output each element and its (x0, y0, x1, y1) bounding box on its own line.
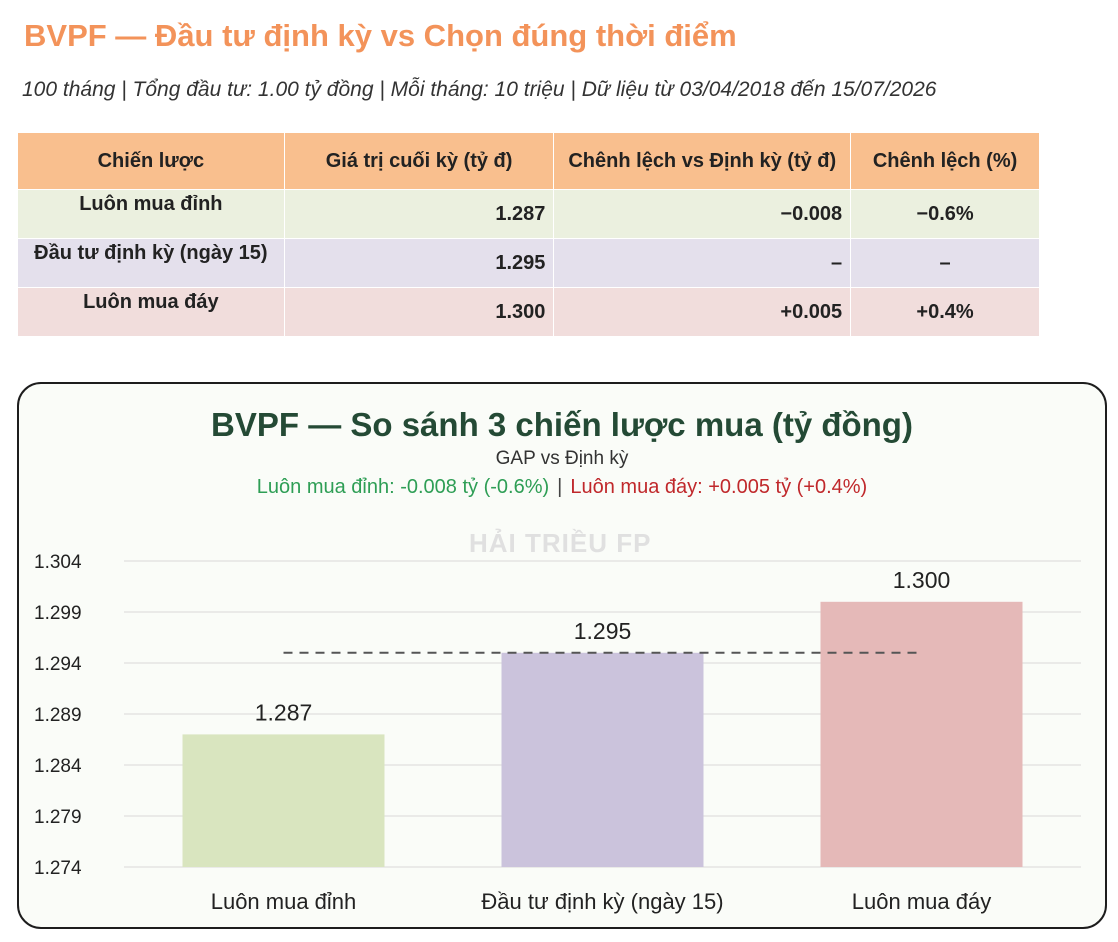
watermark: HẢI TRIỀU FP (469, 528, 652, 558)
gap-top-label: Luôn mua đỉnh: -0.008 tỷ (-0.6%) (256, 476, 550, 498)
cell-diff-percent: – (850, 238, 1040, 288)
y-tick-label: 1.294 (34, 654, 82, 675)
cell-strategy: Luôn mua đáy (17, 287, 285, 337)
cell-diff-value: −0.008 (553, 189, 852, 239)
x-tick-label: Luôn mua đỉnh (211, 889, 357, 914)
table-row: Luôn mua đáy 1.300 +0.005 +0.4% (17, 287, 1040, 337)
chart-subtitle: GAP vs Định kỳ (495, 448, 629, 469)
chart-card: BVPF — So sánh 3 chiến lược mua (tỷ đồng… (17, 382, 1107, 929)
cell-final-value: 1.287 (283, 189, 555, 239)
y-tick-label: 1.274 (34, 858, 82, 879)
cell-strategy: Đầu tư định kỳ (ngày 15) (17, 238, 285, 288)
gap-summary: Luôn mua đỉnh: -0.008 tỷ (-0.6%) | Luôn mu… (19, 476, 1105, 499)
y-tick-label: 1.279 (34, 807, 82, 828)
y-tick-label: 1.299 (34, 603, 82, 624)
cell-strategy: Luôn mua đỉnh (17, 189, 285, 239)
cell-diff-percent: +0.4% (850, 287, 1040, 337)
page-subtitle: 100 tháng | Tổng đầu tư: 1.00 tỷ đồng | … (22, 78, 937, 101)
y-tick-label: 1.289 (34, 705, 82, 726)
gap-separator: | (557, 476, 563, 498)
header-diff-percent: Chênh lệch (%) (850, 132, 1040, 190)
data-label: 1.295 (574, 618, 632, 644)
header-final-value: Giá trị cuối kỳ (tỷ đ) (283, 132, 555, 190)
header-diff-value: Chênh lệch vs Định kỳ (tỷ đ) (553, 132, 852, 190)
header-strategy: Chiến lược (17, 132, 285, 190)
y-tick-label: 1.304 (34, 552, 82, 573)
cell-final-value: 1.295 (283, 238, 555, 288)
table-header-row: Chiến lược Giá trị cuối kỳ (tỷ đ) Chênh … (17, 132, 1040, 190)
data-label: 1.300 (893, 567, 951, 593)
y-tick-label: 1.284 (34, 756, 82, 777)
gap-bottom-label: Luôn mua đáy: +0.005 tỷ (+0.4%) (570, 476, 868, 498)
x-tick-label: Luôn mua đáy (852, 889, 991, 914)
table-row: Đầu tư định kỳ (ngày 15) 1.295 – – (17, 238, 1040, 288)
bar (820, 601, 1023, 867)
cell-diff-value: +0.005 (553, 287, 852, 337)
x-tick-label: Đầu tư định kỳ (ngày 15) (481, 889, 723, 914)
chart-title: BVPF — So sánh 3 chiến lược mua (tỷ đồng… (211, 406, 913, 443)
cell-final-value: 1.300 (283, 287, 555, 337)
cell-diff-value: – (553, 238, 852, 288)
bar (501, 652, 704, 867)
bar (182, 734, 385, 867)
bar-chart: 1.274 1.279 1.284 1.289 1.294 1.299 1.304 1.287… (34, 552, 1081, 914)
strategy-table: Chiến lược Giá trị cuối kỳ (tỷ đ) Chênh … (17, 132, 1040, 337)
cell-diff-percent: −0.6% (850, 189, 1040, 239)
page-title: BVPF — Đầu tư định kỳ vs Chọn đúng thời … (24, 18, 737, 53)
table-row: Luôn mua đỉnh 1.287 −0.008 −0.6% (17, 189, 1040, 239)
data-label: 1.287 (255, 699, 313, 725)
